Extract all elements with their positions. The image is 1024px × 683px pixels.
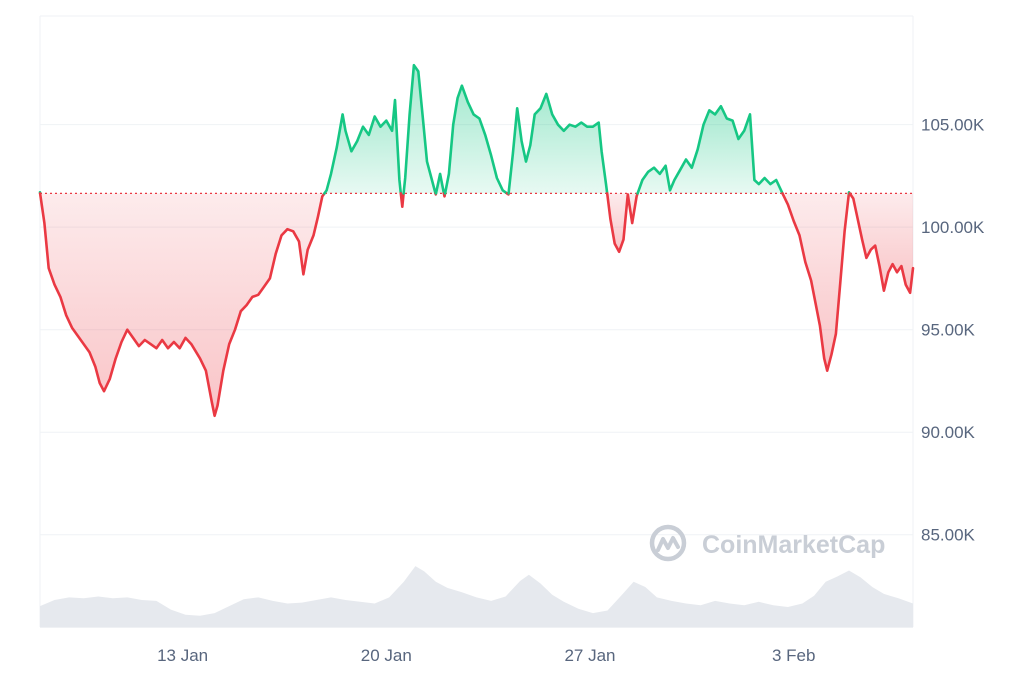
down-fill-segment-13 — [782, 193, 849, 371]
y-tick-label-0: 85.00K — [921, 526, 976, 545]
up-fill-segment-8 — [445, 85, 508, 194]
watermark-text: CoinMarketCap — [702, 531, 885, 559]
y-tick-label-2: 95.00K — [921, 321, 976, 340]
down-line-segment-13 — [781, 192, 851, 372]
down-line-segment-11 — [605, 192, 639, 254]
volume-area-shape — [40, 566, 913, 627]
down-line-segment-15 — [848, 192, 915, 295]
coinmarketcap-logo-icon — [649, 524, 687, 562]
up-line-segment-6 — [434, 172, 446, 195]
y-tick-label-1: 90.00K — [921, 423, 976, 442]
down-line-segment-1 — [38, 192, 326, 418]
up-line-segment-10 — [507, 92, 609, 195]
up-line-segment-2 — [323, 98, 403, 195]
up-line-segment-8 — [443, 84, 509, 195]
volume-area — [40, 566, 913, 627]
up-fill-segment-10 — [508, 93, 608, 194]
coinmarketcap-watermark: CoinMarketCap — [649, 524, 885, 562]
y-tick-label-3: 100.00K — [921, 218, 985, 237]
y-tick-label-4: 105.00K — [921, 116, 985, 135]
up-line-segment-12 — [636, 104, 784, 195]
down-fill-segment-15 — [849, 193, 913, 293]
x-tick-label-1: 20 Jan — [361, 646, 412, 665]
x-tick-label-2: 27 Jan — [564, 646, 615, 665]
x-tick-label-0: 13 Jan — [157, 646, 208, 665]
down-line-segment-3 — [399, 192, 405, 208]
down-fill-segment-1 — [40, 193, 325, 416]
x-axis-tick-labels: 13 Jan 20 Jan 27 Jan 3 Feb — [157, 646, 815, 665]
up-line-segment-4 — [402, 63, 437, 195]
price-line — [38, 63, 915, 418]
x-tick-label-3: 3 Feb — [772, 646, 815, 665]
y-axis-tick-labels: 85.00K 90.00K 95.00K 100.00K 105.00K — [921, 116, 985, 545]
